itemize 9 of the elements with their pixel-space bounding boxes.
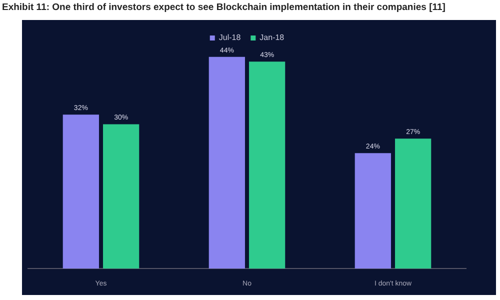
bar (62, 114, 99, 269)
chart-title: Exhibit 11: One third of investors expect to see Blockchain implementation in their companies [11] (2, 2, 446, 13)
legend-label: Jan-18 (260, 33, 285, 42)
bar (249, 62, 286, 269)
bar (103, 124, 140, 269)
legend-label: Jul-18 (218, 33, 242, 42)
bar (395, 138, 432, 269)
bar (208, 56, 245, 269)
bar (354, 153, 391, 269)
